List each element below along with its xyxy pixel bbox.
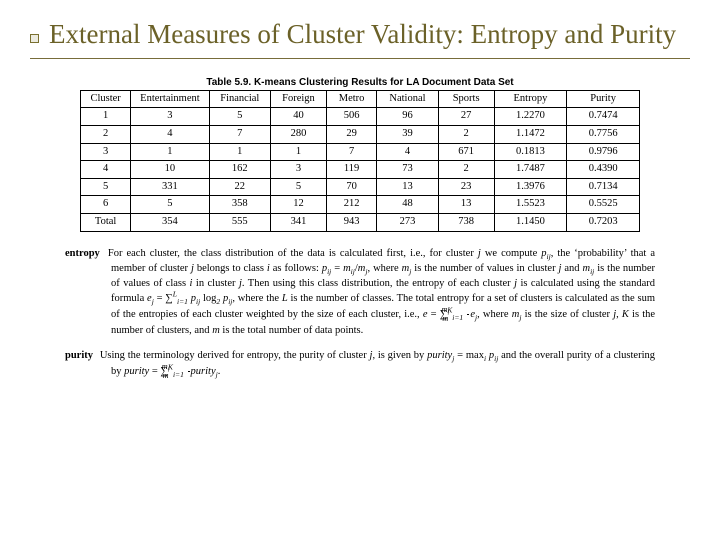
table-row: 41016231197321.74870.4390 (81, 161, 640, 179)
table-cell: 1 (271, 143, 327, 161)
table-cell: 331 (131, 178, 209, 196)
table-cell: 13 (438, 196, 494, 214)
def-term: entropy (65, 248, 100, 259)
table-row: 653581221248131.55230.5525 (81, 196, 640, 214)
table-cell: 1 (209, 143, 270, 161)
table-cell: 7 (209, 125, 270, 143)
table-cell: 506 (326, 108, 376, 126)
table-cell: 0.7134 (567, 178, 640, 196)
table-cell: 0.7756 (567, 125, 640, 143)
table-cell: 354 (131, 213, 209, 231)
table-row: 3111746710.18130.9796 (81, 143, 640, 161)
col-header: National (377, 90, 438, 108)
table-cell: 358 (209, 196, 270, 214)
entropy-definition: entropy For each cluster, the class dist… (65, 246, 655, 339)
table-row: 53312257013231.39760.7134 (81, 178, 640, 196)
col-header: Foreign (271, 90, 327, 108)
table-cell: 1 (131, 143, 209, 161)
table-cell: 0.1813 (494, 143, 567, 161)
table-cell: 341 (271, 213, 327, 231)
col-header: Sports (438, 90, 494, 108)
table-cell: 12 (271, 196, 327, 214)
table-zone: Table 5.9. K-means Clustering Results fo… (80, 77, 640, 232)
table-cell: 1 (81, 108, 131, 126)
table-cell: 22 (209, 178, 270, 196)
slide: External Measures of Cluster Validity: E… (0, 0, 720, 540)
table-cell: 96 (377, 108, 438, 126)
table-cell: 4 (377, 143, 438, 161)
col-header: Entertainment (131, 90, 209, 108)
table-row: 1354050696271.22700.7474 (81, 108, 640, 126)
table-cell: 5 (81, 178, 131, 196)
table-cell: 119 (326, 161, 376, 179)
title-bullet-icon (30, 34, 39, 43)
table-cell: 6 (81, 196, 131, 214)
table-row: 247280293921.14720.7756 (81, 125, 640, 143)
col-header: Cluster (81, 90, 131, 108)
table-cell: 1.1472 (494, 125, 567, 143)
table-cell: 39 (377, 125, 438, 143)
table-cell: Total (81, 213, 131, 231)
table-cell: 3 (131, 108, 209, 126)
table-cell: 40 (271, 108, 327, 126)
table-cell: 280 (271, 125, 327, 143)
table-cell: 1.5523 (494, 196, 567, 214)
table-cell: 4 (81, 161, 131, 179)
col-header: Purity (567, 90, 640, 108)
table-cell: 738 (438, 213, 494, 231)
table-cell: 23 (438, 178, 494, 196)
table-cell: 73 (377, 161, 438, 179)
table-cell: 5 (131, 196, 209, 214)
table-cell: 2 (81, 125, 131, 143)
table-cell: 3 (271, 161, 327, 179)
table-cell: 0.7203 (567, 213, 640, 231)
col-header: Entropy (494, 90, 567, 108)
table-cell: 5 (209, 108, 270, 126)
table-cell: 13 (377, 178, 438, 196)
table-row: Total3545553419432737381.14500.7203 (81, 213, 640, 231)
table-cell: 212 (326, 196, 376, 214)
table-cell: 7 (326, 143, 376, 161)
table-cell: 1.3976 (494, 178, 567, 196)
table-cell: 0.5525 (567, 196, 640, 214)
table-cell: 29 (326, 125, 376, 143)
purity-definition: purity Using the terminology derived for… (65, 348, 655, 380)
definitions: entropy For each cluster, the class dist… (65, 246, 655, 380)
table-cell: 273 (377, 213, 438, 231)
table-cell: 1.2270 (494, 108, 567, 126)
table-cell: 671 (438, 143, 494, 161)
table-cell: 27 (438, 108, 494, 126)
results-table: Cluster Entertainment Financial Foreign … (80, 90, 640, 232)
table-cell: 4 (131, 125, 209, 143)
def-body: For each cluster, the class distribution… (108, 248, 655, 336)
def-body: Using the terminology derived for entrop… (100, 350, 655, 377)
table-cell: 5 (271, 178, 327, 196)
table-cell: 10 (131, 161, 209, 179)
def-term: purity (65, 350, 93, 361)
table-cell: 0.4390 (567, 161, 640, 179)
table-cell: 943 (326, 213, 376, 231)
table-cell: 1.1450 (494, 213, 567, 231)
table-cell: 70 (326, 178, 376, 196)
col-header: Financial (209, 90, 270, 108)
table-cell: 2 (438, 161, 494, 179)
table-cell: 162 (209, 161, 270, 179)
table-cell: 0.7474 (567, 108, 640, 126)
table-header-row: Cluster Entertainment Financial Foreign … (81, 90, 640, 108)
col-header: Metro (326, 90, 376, 108)
page-title: External Measures of Cluster Validity: E… (49, 19, 676, 49)
table-cell: 555 (209, 213, 270, 231)
table-cell: 48 (377, 196, 438, 214)
table-cell: 3 (81, 143, 131, 161)
table-cell: 2 (438, 125, 494, 143)
title-block: External Measures of Cluster Validity: E… (30, 18, 690, 59)
table-cell: 0.9796 (567, 143, 640, 161)
table-cell: 1.7487 (494, 161, 567, 179)
table-caption: Table 5.9. K-means Clustering Results fo… (80, 77, 640, 88)
